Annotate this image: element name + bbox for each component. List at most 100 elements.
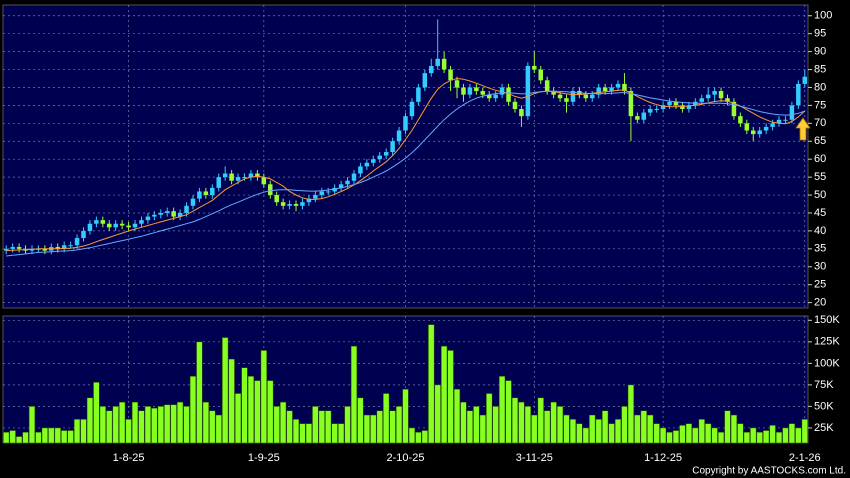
- volume-bar: [67, 430, 74, 444]
- y-tick-label: 75: [814, 99, 826, 111]
- candle-body: [583, 94, 589, 99]
- x-tick-label: 1-9-25: [248, 452, 280, 464]
- volume-bar: [22, 431, 29, 444]
- x-tick-label: 1-8-25: [113, 452, 145, 464]
- candle-body: [519, 108, 524, 117]
- volume-bar: [524, 406, 532, 444]
- candle-body: [615, 83, 621, 88]
- volume-bar: [724, 410, 731, 444]
- volume-bar: [582, 427, 589, 444]
- y-tick-label: 25: [814, 279, 826, 291]
- candle-body: [164, 211, 170, 213]
- volume-bar: [279, 401, 287, 444]
- volume-bar: [254, 380, 261, 444]
- candle-body: [68, 245, 73, 247]
- y-tick-label: 50K: [814, 400, 834, 412]
- candle-body: [409, 101, 415, 117]
- plot: 20 25 30 35 40 45 50 55 60 65 70 75 80 85 90 95 100 25K 50…: [3, 5, 840, 464]
- candle-body: [325, 191, 331, 193]
- candle-body: [596, 87, 601, 95]
- candle-body: [429, 65, 434, 74]
- volume-bar: [679, 425, 686, 444]
- y-tick-label: 40: [814, 225, 826, 237]
- candle-body: [358, 166, 363, 174]
- volume-bar: [608, 423, 615, 444]
- candle-body: [113, 223, 118, 228]
- candle-body: [74, 238, 80, 246]
- volume-bar: [3, 431, 10, 444]
- candle-body: [564, 98, 569, 102]
- volume-bar: [93, 382, 100, 444]
- candle-body: [261, 177, 267, 185]
- volume-bar: [151, 407, 158, 444]
- volume-bar: [344, 406, 351, 444]
- candle-body: [255, 173, 260, 178]
- candle-body: [602, 87, 608, 92]
- y-tick-label: 125K: [814, 336, 840, 348]
- candle-body: [454, 80, 460, 88]
- volume-bar: [730, 414, 738, 444]
- candle-body: [158, 212, 164, 215]
- candle-body: [763, 126, 769, 131]
- candle-body: [647, 108, 653, 113]
- volume-bar: [189, 376, 197, 444]
- candle-body: [371, 159, 376, 163]
- candle-body: [770, 123, 775, 127]
- volume-bar: [363, 414, 371, 444]
- volume-bar: [106, 410, 113, 444]
- candle-body: [660, 105, 666, 109]
- volume-bar: [453, 388, 461, 444]
- candle-body: [293, 204, 299, 206]
- volume-bar: [801, 419, 808, 444]
- arrow-marker: [795, 117, 811, 141]
- volume-bar: [408, 427, 416, 444]
- candle-body: [390, 141, 395, 153]
- candle-body: [203, 191, 209, 196]
- volume-bar: [569, 419, 577, 444]
- volume-bar: [415, 431, 422, 444]
- candle-body: [538, 69, 543, 81]
- candle-body: [705, 94, 711, 99]
- volume-bar: [563, 414, 570, 444]
- volume-bar: [550, 401, 557, 444]
- volume-bar: [86, 397, 94, 444]
- volume-bar: [292, 419, 300, 444]
- y-tick-label: 45: [814, 207, 826, 219]
- volume-bar: [705, 423, 712, 444]
- candle-body: [744, 123, 750, 131]
- volume-bar: [511, 397, 519, 444]
- y-tick-label: 75K: [814, 379, 834, 391]
- candle-body: [190, 198, 196, 206]
- volume-bar: [421, 430, 428, 444]
- candle-body: [383, 152, 389, 156]
- volume-bar: [164, 404, 171, 444]
- volume-bar: [717, 431, 725, 444]
- volume-bar: [782, 427, 789, 444]
- candle-body: [119, 223, 125, 226]
- candle-body: [673, 101, 679, 106]
- y-tick-label: 90: [814, 46, 826, 58]
- volume-bar: [576, 423, 583, 444]
- x-tick-label: 2-10-25: [387, 452, 425, 464]
- candle-body: [332, 187, 337, 192]
- candle-body: [216, 177, 221, 188]
- volume-bar: [176, 401, 184, 444]
- volume-bar: [556, 406, 564, 444]
- volume-bar: [183, 406, 190, 444]
- volume-bar: [370, 414, 377, 444]
- candle-body: [422, 73, 428, 88]
- volume-bar: [299, 423, 306, 444]
- volume-bar: [788, 423, 796, 444]
- volume-bar: [144, 406, 152, 444]
- candle-body: [493, 94, 498, 99]
- volume-bar: [750, 427, 757, 444]
- volume-bar: [428, 324, 435, 444]
- candle-body: [403, 116, 408, 131]
- candle-body: [718, 91, 724, 99]
- candle-body: [345, 180, 350, 185]
- candle-body: [351, 173, 357, 181]
- volume-bar: [614, 419, 622, 444]
- volume-bar: [756, 431, 763, 444]
- y-tick-label: 20: [814, 297, 826, 309]
- candle-body: [641, 112, 647, 120]
